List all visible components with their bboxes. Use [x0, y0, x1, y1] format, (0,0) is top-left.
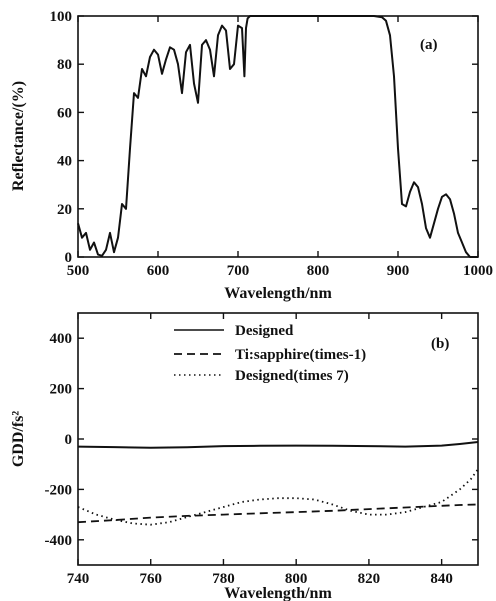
panel-a-x-tick-label: 600 — [147, 263, 170, 279]
panel-b-x-tick-label: 780 — [212, 571, 235, 587]
panel-b-x-axis-label: Wavelength/nm — [224, 585, 332, 601]
panel-b-gdd-chart: 740 760 780 800 820 840 -400 -200 0 200 400 (b) D… — [10, 312, 479, 601]
panel-a-y-ticks: 0 20 40 60 80 100 — [50, 9, 478, 266]
panel-b-x-tick-label: 820 — [358, 571, 381, 587]
panel-b-x-tick-label: 840 — [430, 571, 453, 587]
panel-b-legend: Designed Ti:sapphire(times-1) Designed(t… — [174, 323, 366, 384]
panel-b-y-tick-label: -400 — [45, 533, 73, 549]
panel-a-x-tick-label: 900 — [387, 263, 410, 279]
panel-a-y-tick-label: 40 — [57, 154, 72, 170]
panel-b-y-tick-label: 400 — [50, 331, 73, 347]
panel-a-x-tick-label: 1000 — [463, 263, 493, 279]
panel-b-y-tick-label: 0 — [65, 432, 73, 448]
panel-b-series-line-3 — [77, 468, 479, 526]
legend-label-ti-sapphire: Ti:sapphire(times-1) — [235, 347, 366, 363]
panel-a-y-tick-label: 80 — [57, 57, 72, 73]
panel-a-y-tick-label: 100 — [50, 9, 73, 25]
panel-b-series-line-1 — [77, 441, 479, 449]
panel-a-x-tick-label: 700 — [227, 263, 250, 279]
panel-b-y-ticks: -400 -200 0 200 400 — [45, 331, 478, 549]
panel-b-y-axis-label: GDD/fs² — [10, 411, 27, 468]
panel-a-x-ticks: 500 600 700 800 900 1000 — [67, 16, 493, 279]
panel-a-series-line-1 — [77, 15, 478, 258]
panel-b-x-ticks: 740 760 780 800 820 840 — [67, 313, 453, 587]
panel-b-x-tick-label: 800 — [285, 571, 308, 587]
panel-a-y-axis-label: Reflectance/(%) — [10, 81, 27, 191]
panel-a-x-tick-label: 500 — [67, 263, 90, 279]
panel-b-y-tick-label: -200 — [45, 482, 73, 498]
panel-b-x-tick-label: 760 — [139, 571, 162, 587]
panel-a-reflectance-chart: 500 600 700 800 900 1000 0 20 40 60 80 100 (a) Wav… — [10, 9, 493, 302]
panel-b-series-layer — [77, 441, 479, 526]
panel-a-y-tick-label: 20 — [57, 202, 72, 218]
panel-a-y-tick-label: 0 — [65, 250, 73, 266]
panel-a-series-layer — [77, 15, 478, 258]
panel-b-tag: (b) — [431, 336, 449, 352]
panel-b-series-line-2 — [77, 503, 479, 524]
legend-label-designed: Designed — [235, 323, 294, 339]
panel-a-x-axis-label: Wavelength/nm — [224, 285, 332, 302]
panel-b-x-tick-label: 740 — [67, 571, 90, 587]
panel-a-frame — [77, 15, 479, 258]
panel-a-tag: (a) — [420, 37, 438, 53]
legend-label-designed-times-7: Designed(times 7) — [235, 368, 349, 384]
panel-a-x-tick-label: 800 — [307, 263, 330, 279]
panel-a-y-tick-label: 60 — [57, 105, 72, 121]
panel-b-y-tick-label: 200 — [50, 382, 73, 398]
